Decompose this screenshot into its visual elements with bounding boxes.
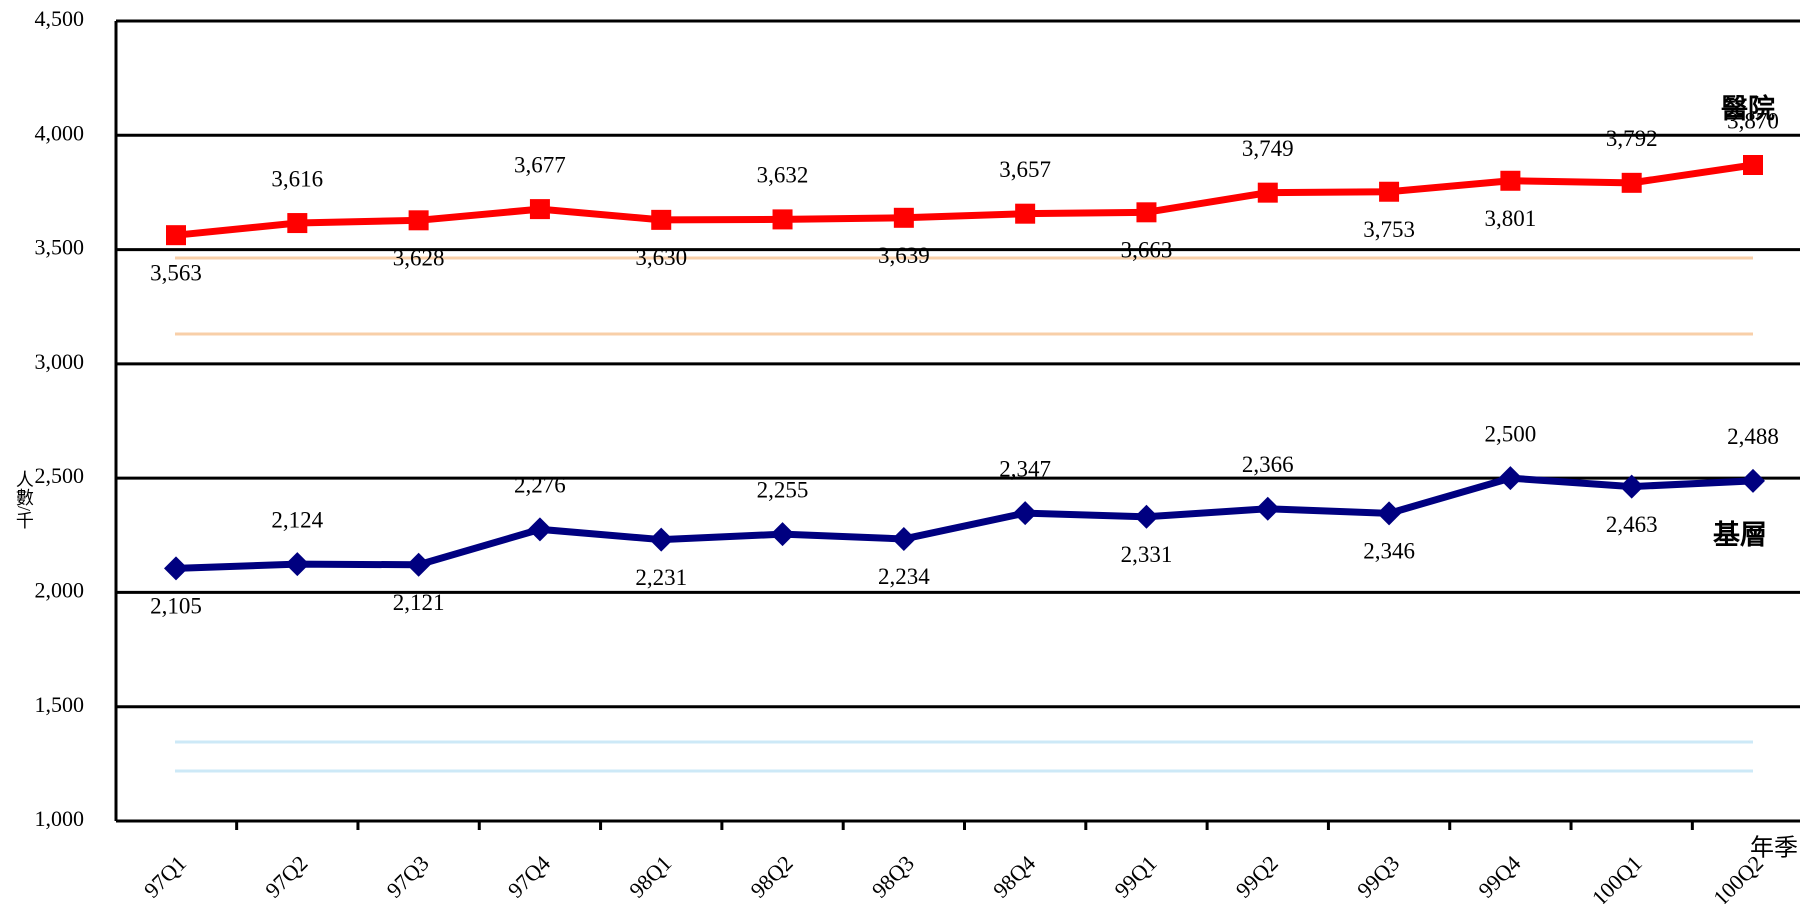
- data-label: 3,616: [271, 166, 323, 191]
- x-axis-label: 年季: [1750, 835, 1798, 862]
- y-tick-label: 4,000: [35, 120, 85, 145]
- data-label: 3,801: [1485, 206, 1537, 231]
- x-tick-label: 99Q2: [1231, 850, 1283, 902]
- data-label: 2,346: [1363, 539, 1415, 564]
- data-label: 3,657: [999, 157, 1051, 182]
- data-label: 3,677: [514, 152, 566, 177]
- data-label: 2,347: [999, 456, 1051, 481]
- marker: [1134, 504, 1159, 529]
- marker: [772, 209, 793, 230]
- marker: [1377, 501, 1402, 526]
- y-tick-label: 4,500: [35, 6, 85, 31]
- data-label: 2,105: [150, 594, 202, 619]
- marker: [166, 225, 186, 246]
- marker: [285, 552, 310, 577]
- data-label: 3,563: [150, 260, 202, 285]
- y-tick-label: 1,500: [35, 692, 85, 717]
- marker: [891, 526, 916, 551]
- y-tick-label: 3,500: [35, 235, 85, 260]
- marker: [1621, 172, 1642, 193]
- data-label: 2,463: [1606, 512, 1658, 537]
- x-tick-label: 97Q1: [139, 850, 191, 902]
- x-tick-label: 99Q3: [1352, 850, 1404, 902]
- marker: [649, 527, 674, 552]
- marker: [408, 210, 429, 231]
- legend-label: 基層: [1713, 520, 1767, 550]
- series-line: [175, 161, 1754, 239]
- legend-label: 醫院: [1721, 93, 1775, 124]
- data-label: 3,870: [1727, 108, 1779, 133]
- marker: [1741, 468, 1765, 493]
- x-tick-label: 97Q4: [503, 850, 555, 902]
- marker: [1500, 170, 1521, 191]
- marker: [287, 213, 308, 234]
- data-label: 3,639: [878, 243, 930, 268]
- marker: [1255, 496, 1280, 521]
- marker: [893, 207, 914, 228]
- marker: [651, 209, 672, 230]
- series-line: [175, 474, 1754, 572]
- y-tick-label: 2,000: [35, 577, 85, 602]
- marker: [1743, 155, 1763, 175]
- marker: [1257, 182, 1278, 203]
- x-tick-label: 97Q3: [381, 850, 433, 902]
- data-label: 2,488: [1727, 424, 1779, 449]
- data-label: 2,124: [271, 507, 323, 532]
- data-label: 3,630: [635, 245, 687, 270]
- data-label: 3,663: [1121, 238, 1173, 263]
- x-tick-label: 97Q2: [260, 850, 312, 902]
- marker: [770, 522, 795, 547]
- marker: [1379, 181, 1400, 202]
- marker: [1013, 501, 1038, 526]
- data-label: 3,632: [757, 163, 809, 188]
- data-label: 2,331: [1121, 542, 1173, 567]
- marker: [164, 556, 188, 581]
- data-label: 2,234: [878, 564, 930, 589]
- x-tick-label: 99Q4: [1473, 850, 1525, 902]
- data-label: 2,255: [757, 477, 809, 502]
- y-axis-label: 人數/千: [14, 470, 34, 529]
- x-tick-label: 98Q4: [988, 850, 1040, 902]
- data-label: 2,366: [1242, 452, 1294, 477]
- y-tick-label: 3,000: [35, 349, 85, 374]
- data-label: 3,753: [1363, 217, 1415, 242]
- marker: [1136, 202, 1157, 223]
- marker: [527, 517, 552, 542]
- data-label: 2,500: [1485, 421, 1537, 446]
- x-tick-label: 98Q2: [745, 850, 797, 902]
- y-tick-label: 1,000: [35, 806, 85, 831]
- marker: [529, 199, 550, 220]
- marker: [1619, 474, 1644, 499]
- data-label: 2,121: [393, 590, 445, 615]
- marker: [1498, 466, 1523, 491]
- data-label: 2,276: [514, 473, 566, 498]
- data-label: 2,231: [635, 565, 687, 590]
- marker: [406, 552, 431, 577]
- x-tick-label: 100Q1: [1587, 850, 1647, 904]
- x-tick-label: 99Q1: [1109, 850, 1161, 902]
- x-tick-label: 98Q1: [624, 850, 676, 902]
- data-label: 3,749: [1242, 136, 1294, 161]
- data-label: 3,792: [1606, 126, 1658, 151]
- data-label: 3,628: [393, 246, 445, 271]
- marker: [1015, 203, 1036, 224]
- y-tick-label: 2,500: [35, 463, 85, 488]
- x-tick-label: 98Q3: [867, 850, 919, 902]
